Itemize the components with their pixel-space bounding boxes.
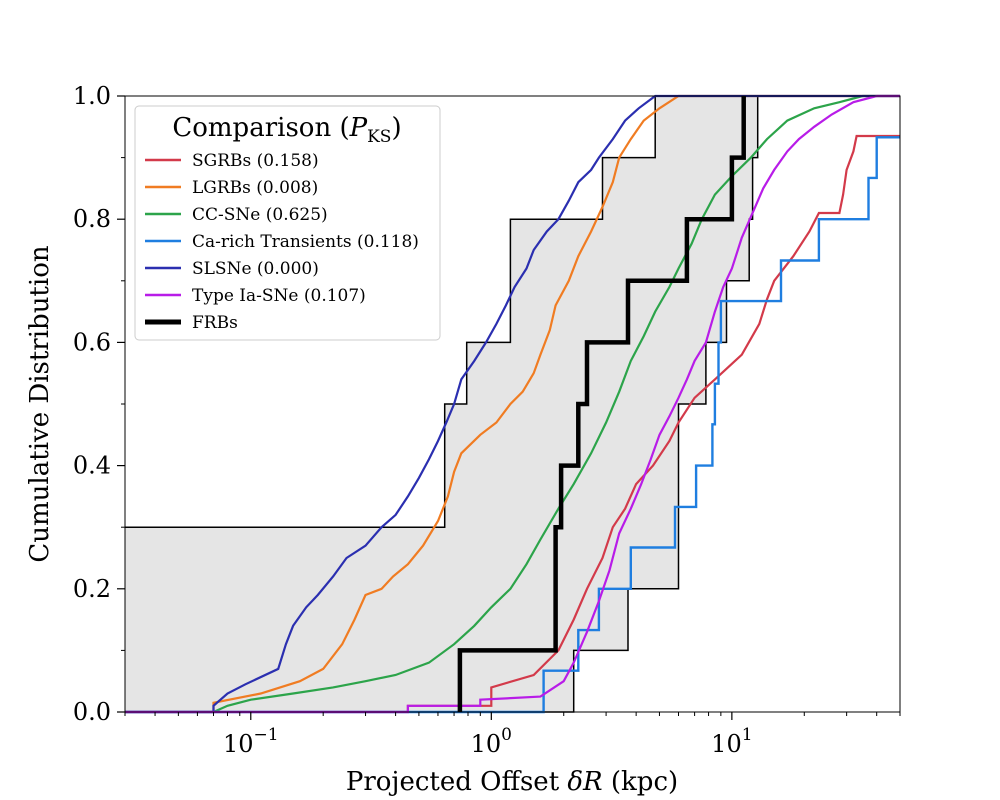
band-fill: [125, 96, 758, 712]
legend-entry-type-ia-sne-0-107: Type Ia-SNe (0.107): [145, 286, 366, 306]
axis-ticks: 0.00.20.40.60.81.010−1 100 101: [73, 82, 901, 758]
series-line-slsne-0-000: [125, 94, 900, 714]
series-line-sgrbs-0-158: [125, 134, 900, 714]
y-tick-label: 0.4: [73, 452, 111, 480]
legend-entry-sgrbs-0-158: SGRBs (0.158): [145, 151, 319, 171]
y-tick-label: 0.6: [73, 328, 111, 356]
x-tick-exponent: 1: [742, 725, 753, 745]
legend-title-subscript: KS: [367, 127, 391, 147]
series-line-lgrbs-0-008: [125, 94, 900, 714]
legend-entry-ca-rich-transients-0-118: Ca-rich Transients (0.118): [145, 232, 419, 252]
x-tick-label: 100: [471, 725, 512, 758]
series-line-ca-rich-transients-0-118: [125, 136, 900, 714]
legend-title: Comparison (PKS): [172, 113, 401, 147]
legend-title-symbol: P: [349, 113, 368, 143]
legend: Comparison (PKS) SGRBs (0.158) LGRBs (0.0…: [134, 105, 441, 341]
legend-entry-lgrbs-0-008: LGRBs (0.008): [145, 178, 318, 198]
y-tick-label: 0.8: [73, 205, 111, 233]
legend-entries: SGRBs (0.158) LGRBs (0.008) CC-SNe (0.625)…: [145, 151, 419, 333]
legend-title-close: ): [391, 113, 401, 143]
y-tick-label: 0.2: [73, 575, 111, 603]
y-tick-label: 0.0: [73, 698, 111, 726]
series-line-cc-sne-0-625: [125, 94, 900, 714]
x-axis-label-prefix: Projected Offset: [346, 767, 568, 797]
legend-label: Type Ia-SNe (0.107): [192, 286, 366, 306]
x-tick-label: 101: [711, 725, 752, 758]
x-tick-exponent: −1: [254, 725, 279, 745]
x-tick-label: 10−1: [223, 725, 279, 758]
legend-label: SLSNe (0.000): [192, 259, 319, 279]
x-tick-exponent: 0: [501, 725, 512, 745]
legend-label: FRBs: [192, 313, 238, 333]
x-tick-base: 10: [223, 730, 254, 758]
series-line-type-ia-sne-0-107: [125, 94, 900, 714]
x-tick-base: 10: [471, 730, 502, 758]
legend-label: SGRBs (0.158): [192, 151, 319, 171]
x-axis-label-symbol: δR: [567, 767, 602, 797]
series-lines: [125, 94, 900, 714]
legend-entry-slsne-0-000: SLSNe (0.000): [145, 259, 319, 279]
legend-entry-cc-sne-0-625: CC-SNe (0.625): [145, 205, 328, 225]
legend-label: LGRBs (0.008): [192, 178, 318, 198]
legend-label: CC-SNe (0.625): [192, 205, 328, 225]
y-tick-label: 1.0: [73, 82, 111, 110]
x-axis-label: Projected Offset δR (kpc): [346, 767, 678, 797]
legend-label: Ca-rich Transients (0.118): [192, 232, 419, 252]
legend-title-text: Comparison (: [172, 113, 349, 143]
series-line-frbs: [457, 96, 746, 712]
x-tick-base: 10: [711, 730, 742, 758]
legend-entry-frbs: FRBs: [145, 313, 238, 333]
y-axis-label: Cumulative Distribution: [25, 245, 55, 562]
x-axis-label-suffix: (kpc): [603, 767, 679, 797]
legend-box: [134, 105, 441, 341]
